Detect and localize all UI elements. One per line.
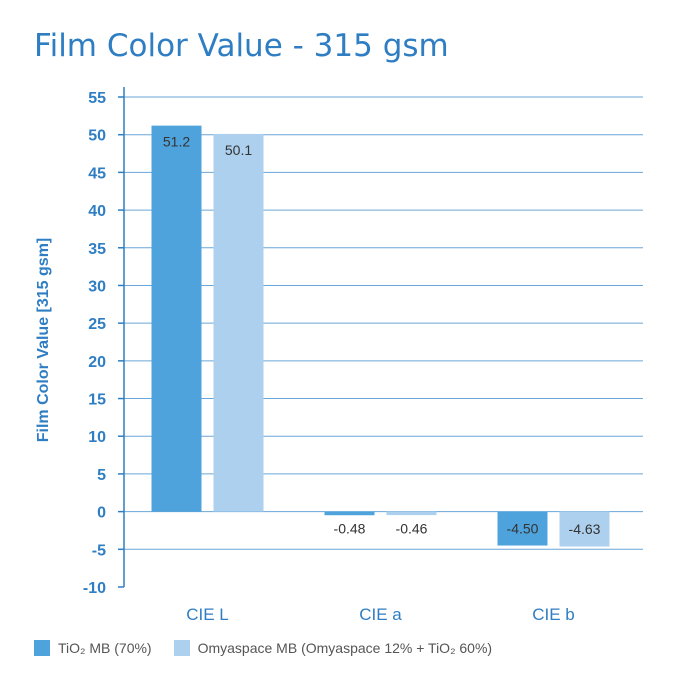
y-tick-label: 15 xyxy=(88,392,106,409)
y-tick-label: -10 xyxy=(83,580,106,597)
bars xyxy=(151,125,610,547)
y-tick-label: 20 xyxy=(88,354,106,371)
y-tick-label: 55 xyxy=(88,90,106,107)
chart-title: Film Color Value - 315 gsm xyxy=(34,28,449,64)
legend-item-tio2: TiO₂ MB (70%) xyxy=(34,640,152,656)
legend-swatch-tio2 xyxy=(34,640,50,656)
y-tick-label: 25 xyxy=(88,316,106,333)
bar-tio2 xyxy=(324,511,375,516)
bar-omyaspace xyxy=(559,511,610,547)
y-tick-label: 35 xyxy=(88,241,106,258)
y-tick-label: 10 xyxy=(88,429,106,446)
y-tick-label: 0 xyxy=(97,505,106,522)
data-label-tio2: -0.48 xyxy=(334,521,366,537)
data-label-omyaspace: -0.46 xyxy=(396,521,428,537)
y-tick-label: 40 xyxy=(88,203,106,220)
x-tick-label: CIE b xyxy=(532,605,575,624)
data-label-omyaspace: -4.63 xyxy=(569,521,601,537)
data-label-tio2: -4.50 xyxy=(507,521,539,537)
y-tick-label: 50 xyxy=(88,128,106,145)
y-tick-label: 30 xyxy=(88,278,106,295)
bar-tio2 xyxy=(497,511,548,546)
bar-omyaspace xyxy=(386,511,437,516)
bar-tio2 xyxy=(151,125,202,512)
legend-swatch-omyaspace xyxy=(173,640,190,656)
x-tick-label: CIE L xyxy=(186,605,229,624)
y-tick-label: 45 xyxy=(88,165,106,182)
bar-omyaspace xyxy=(213,133,264,512)
data-label-tio2: 51.2 xyxy=(163,134,190,150)
y-tick-label: -5 xyxy=(92,542,106,559)
x-axis-ticks: CIE L CIE a CIE b xyxy=(186,605,575,624)
legend-label-omyaspace: Omyaspace MB (Omyaspace 12% + TiO₂ 60%) xyxy=(197,640,493,656)
y-axis-label: Film Color Value [315 gsm] xyxy=(35,238,52,443)
data-label-omyaspace: 50.1 xyxy=(225,142,252,158)
x-tick-label: CIE a xyxy=(359,605,402,624)
legend-label-tio2: TiO₂ MB (70%) xyxy=(58,640,152,656)
gridlines xyxy=(124,96,643,550)
legend: TiO₂ MB (70%) Omyaspace MB (Omyaspace 12… xyxy=(34,640,514,656)
y-tick-label: 5 xyxy=(97,467,106,484)
data-labels: 51.2 50.1 -0.48 -0.46 -4.50 -4.63 xyxy=(163,134,601,537)
legend-item-omyaspace: Omyaspace MB (Omyaspace 12% + TiO₂ 60%) xyxy=(173,640,493,656)
